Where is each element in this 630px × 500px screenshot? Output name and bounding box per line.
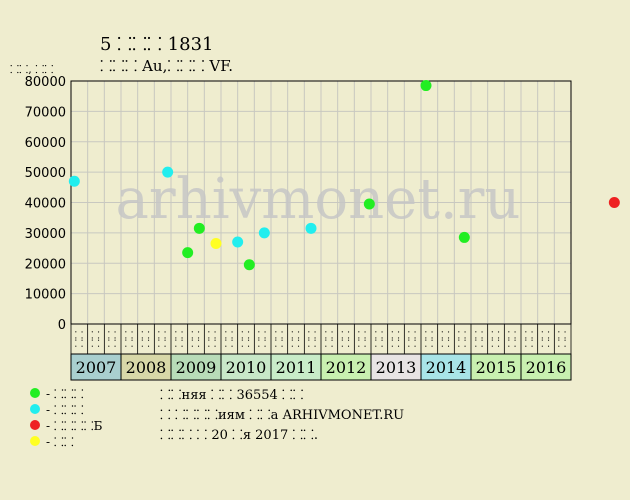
subperiod-label: ⸬⸬ <box>108 331 119 348</box>
subperiod-label: ⸬⸬ <box>258 331 269 348</box>
subperiod-label: ⸬⸬ <box>324 331 335 348</box>
plot-frame <box>70 80 572 325</box>
y-tick-label: 60000 <box>25 136 66 151</box>
y-tick-label: 80000 <box>25 75 66 90</box>
year-cell <box>370 353 422 381</box>
data-point <box>458 231 470 243</box>
legend-item: - ⸬⸬⸬ <box>30 385 102 401</box>
subperiod-label: ⸬⸬ <box>141 331 152 348</box>
subperiod-label: ⸬⸬ <box>158 331 169 348</box>
year-cell <box>270 353 322 381</box>
chart-title: 5 ⸬⸬⸬ 1831 <box>100 34 214 55</box>
y-tick-label: 40000 <box>25 197 66 212</box>
subperiod-label: ⸬⸬ <box>541 331 552 348</box>
legend-label: - ⸬⸬⸬ <box>46 386 84 401</box>
legend: - ⸬⸬⸬ - ⸬⸬⸬ - ⸬⸬⸬⸬Б - ⸬⸬ <box>30 385 102 449</box>
data-point <box>608 197 620 208</box>
y-tick-label: 20000 <box>25 257 66 272</box>
y-tick-label: 50000 <box>25 166 66 181</box>
legend-item: - ⸬⸬⸬⸬Б <box>30 417 102 433</box>
legend-item: - ⸬⸬ <box>30 433 102 449</box>
y-tick-label: 30000 <box>25 227 66 242</box>
year-cell <box>120 353 172 381</box>
subperiod-label: ⸬⸬ <box>208 331 219 348</box>
year-label: 2008 <box>126 358 167 377</box>
subperiod-label: ⸬⸬ <box>191 331 202 348</box>
subperiod-label: ⸬⸬ <box>341 331 352 348</box>
average-price-note: ⸬⸬няя ⸬⸬ 36554 ⸬⸬ <box>160 388 304 403</box>
subperiod-label: ⸬⸬ <box>174 331 185 348</box>
data-point <box>162 166 174 178</box>
subperiod-label: ⸬⸬ <box>308 331 319 348</box>
watermark-text: arhivmonet.ru <box>116 167 521 232</box>
subperiod-label: ⸬⸬ <box>408 331 419 348</box>
subperiod-label: ⸬⸬ <box>358 331 369 348</box>
year-label: 2007 <box>76 358 117 377</box>
year-label: 2011 <box>276 358 317 377</box>
y-tick-label: 0 <box>58 318 66 333</box>
year-label: 2012 <box>326 358 367 377</box>
legend-dot-icon <box>30 436 40 446</box>
year-label: 2013 <box>376 358 417 377</box>
subperiod-label: ⸬⸬ <box>441 331 452 348</box>
year-label: 2009 <box>176 358 217 377</box>
legend-dot-icon <box>30 420 40 430</box>
year-label: 2014 <box>426 358 467 377</box>
y-tick-label: 70000 <box>25 105 66 120</box>
notes-block: ⸬⸬няя ⸬⸬ 36554 ⸬⸬ ⸬ ⸬⸬⸬⸬иям ⸬⸬а ARHIVMON… <box>160 385 404 445</box>
subperiod-label: ⸬⸬ <box>291 331 302 348</box>
subperiod-label: ⸬⸬ <box>274 331 285 348</box>
year-label: 2015 <box>476 358 517 377</box>
subperiod-label: ⸬⸬ <box>491 331 502 348</box>
data-point <box>193 222 205 234</box>
data-point <box>243 259 255 271</box>
data-point <box>232 236 244 248</box>
data-point <box>258 227 270 239</box>
subperiod-label: ⸬⸬ <box>374 331 385 348</box>
source-note: ⸬ ⸬⸬⸬⸬иям ⸬⸬а ARHIVMONET.RU <box>160 408 405 423</box>
subperiod-label: ⸬⸬ <box>558 331 569 348</box>
subperiod-label: ⸬⸬ <box>241 331 252 348</box>
year-cell <box>170 353 222 381</box>
data-point <box>363 198 375 210</box>
subperiod-label: ⸬⸬ <box>391 331 402 348</box>
legend-label: - ⸬⸬⸬ <box>46 402 84 417</box>
year-cell <box>70 353 122 381</box>
legend-dot-icon <box>30 404 40 414</box>
subperiod-label: ⸬⸬ <box>524 331 535 348</box>
subperiod-label: ⸬⸬ <box>124 331 135 348</box>
subperiod-label: ⸬⸬ <box>474 331 485 348</box>
subperiod-label: ⸬⸬ <box>74 331 85 348</box>
legend-label: - ⸬⸬ <box>46 434 74 449</box>
year-cell <box>470 353 522 381</box>
year-cell <box>520 353 572 381</box>
data-point <box>420 80 432 92</box>
date-note: ⸬⸬⸬ ⸬ 20 ⸬я 2017 ⸬⸬. <box>160 428 319 443</box>
data-point <box>305 222 317 234</box>
legend-dot-icon <box>30 388 40 398</box>
subperiod-label: ⸬⸬ <box>458 331 469 348</box>
year-label: 2016 <box>526 358 567 377</box>
year-cell <box>220 353 272 381</box>
data-point <box>182 247 194 259</box>
subperiod-label: ⸬⸬ <box>224 331 235 348</box>
subperiod-label: ⸬⸬ <box>424 331 435 348</box>
subperiod-label: ⸬⸬ <box>508 331 519 348</box>
year-label: 2010 <box>226 358 267 377</box>
chart-subtitle: ⸬⸬⸬ Au,⸬⸬⸬ VF. <box>100 57 234 75</box>
chart-plot: 0 10000 20000 30000 40000 50000 60000 70000 8000… <box>25 75 620 381</box>
y-axis-label: ⸬⸬, ⸬⸬ <box>10 63 54 76</box>
y-tick-label: 10000 <box>25 288 66 303</box>
legend-label: - ⸬⸬⸬⸬Б <box>46 418 103 433</box>
legend-item: - ⸬⸬⸬ <box>30 401 102 417</box>
data-point <box>210 238 222 250</box>
subperiod-label: ⸬⸬ <box>91 331 102 348</box>
data-point <box>68 175 80 187</box>
